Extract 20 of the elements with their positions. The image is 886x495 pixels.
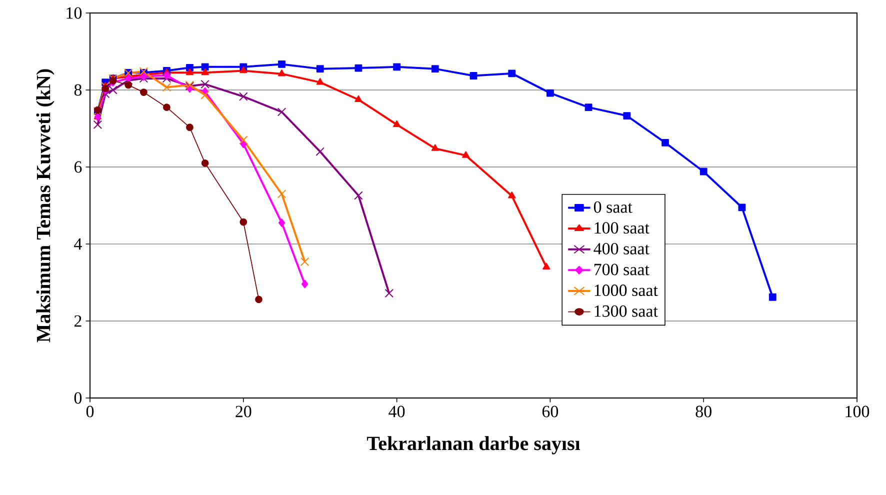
y-axis-title: Maksimum Temas Kuvveti (kN) [36, 69, 54, 342]
legend-label: 1000 saat [594, 284, 658, 296]
x-tick-label: 60 [542, 406, 558, 418]
y-tick-label: 8 [74, 84, 82, 96]
x-tick-label: 80 [696, 406, 712, 418]
x-tick-label: 0 [86, 406, 94, 418]
y-tick-label: 0 [74, 392, 82, 404]
x-tick-label: 100 [846, 406, 870, 418]
y-tick-label: 4 [74, 238, 82, 250]
x-axis-title: Tekrarlanan darbe sayısı [366, 436, 580, 454]
x-tick-label: 40 [388, 406, 405, 418]
x-tick-label: 20 [236, 406, 252, 418]
legend-label: 100 saat [594, 222, 650, 234]
legend-label: 400 saat [594, 242, 650, 254]
legend-label: 0 saat [594, 201, 632, 213]
legend-label: 1300 saat [594, 305, 658, 317]
y-tick-label: 6 [74, 161, 82, 173]
legend-label: 700 saat [594, 264, 650, 276]
y-tick-label: 2 [74, 315, 82, 327]
y-tick-label: 10 [66, 7, 82, 19]
